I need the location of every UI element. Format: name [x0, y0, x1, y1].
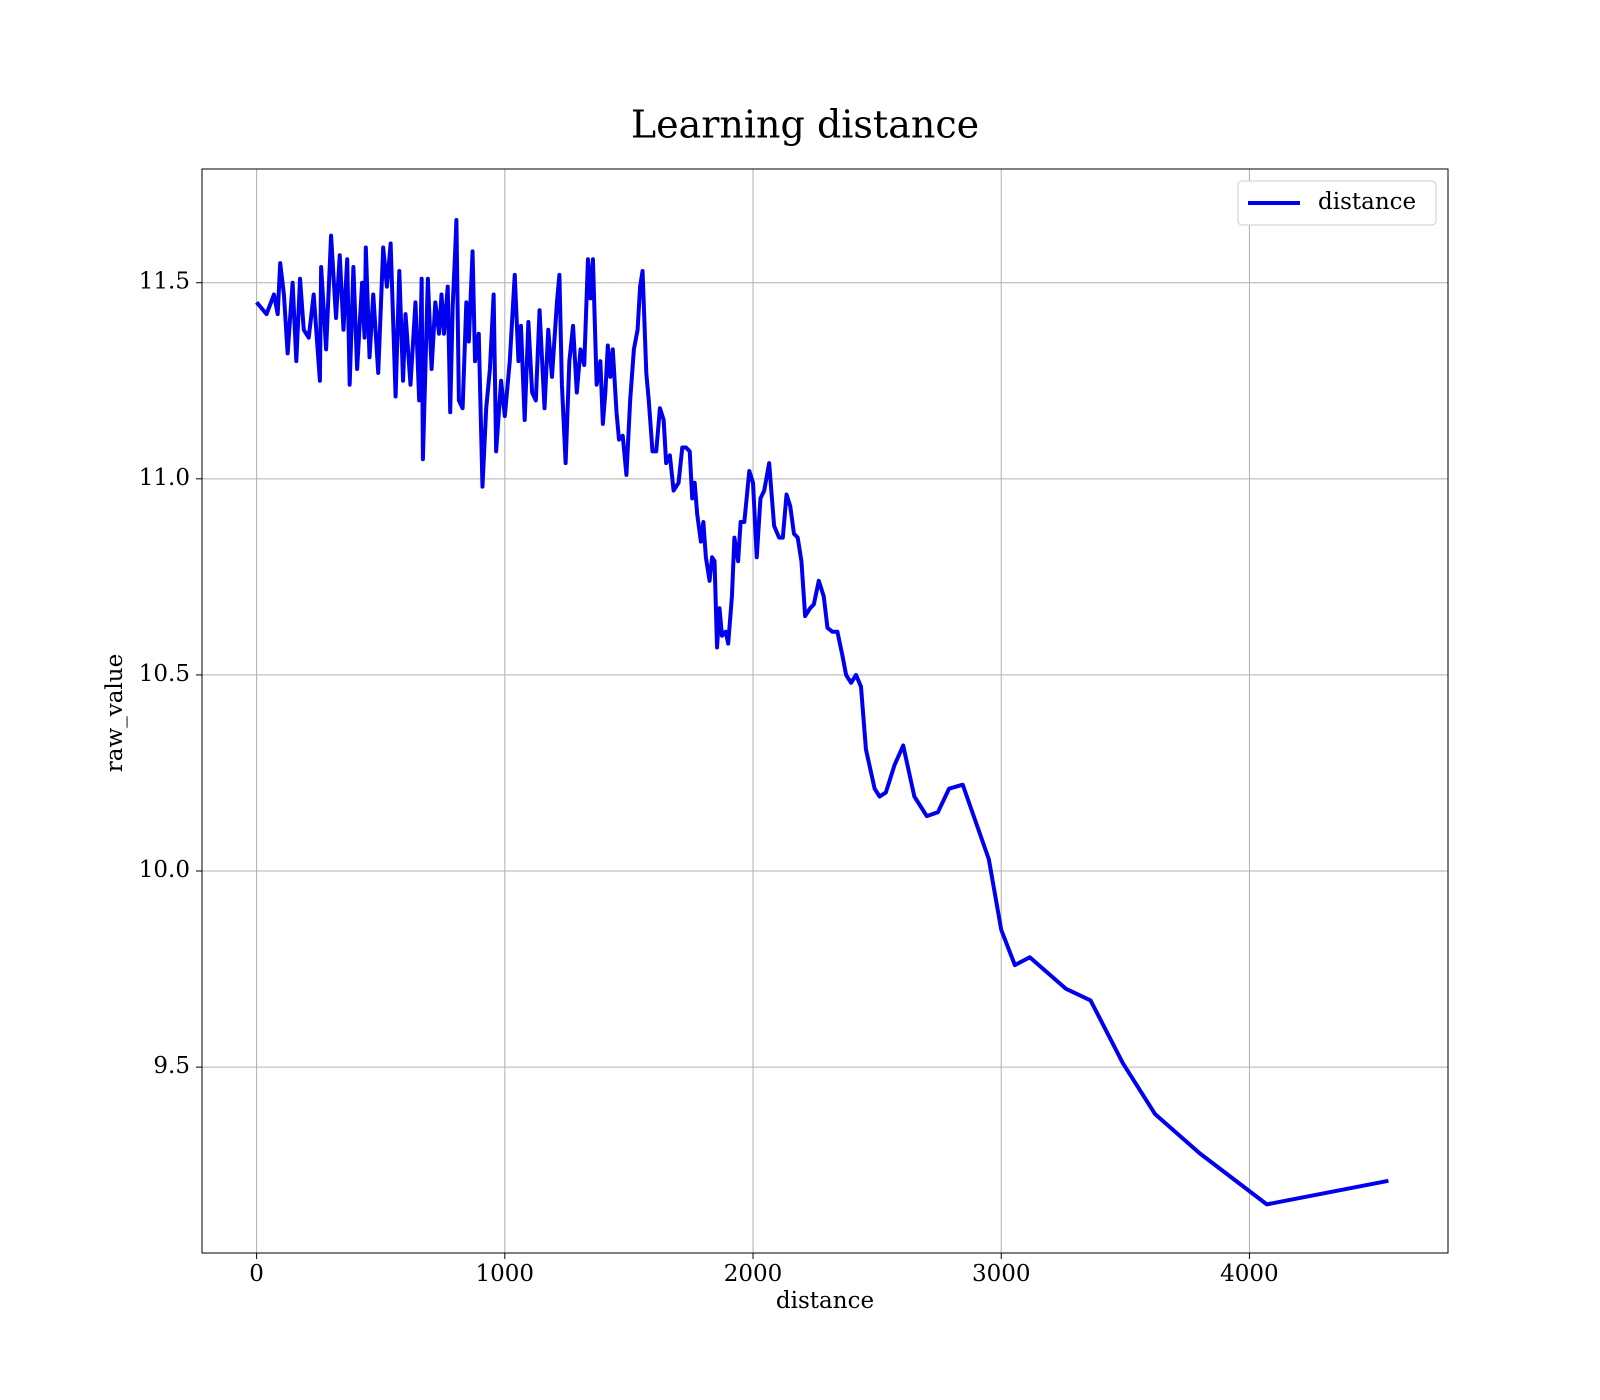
x-axis-label: distance — [776, 1288, 874, 1314]
y-tick-label: 10.5 — [139, 661, 190, 687]
legend-box — [1237, 180, 1437, 226]
x-tick-label: 4000 — [1220, 1261, 1279, 1287]
y-tick-label: 10.0 — [139, 857, 190, 883]
chart-title: Learning distance — [631, 103, 979, 147]
data-line — [255, 217, 1389, 1207]
y-tick-label: 11.0 — [139, 465, 190, 491]
y-tick-label: 9.5 — [153, 1053, 190, 1079]
x-tick-label: 0 — [249, 1261, 264, 1287]
legend-label: distance — [1318, 189, 1416, 215]
legend: distance — [1237, 180, 1437, 226]
x-tick-label: 3000 — [972, 1261, 1031, 1287]
x-tick-label: 2000 — [724, 1261, 783, 1287]
y-axis-label: raw_value — [102, 654, 128, 772]
x-tick-label: 1000 — [476, 1261, 535, 1287]
y-tick-label: 11.5 — [139, 269, 190, 295]
plot-frame — [201, 168, 1449, 1254]
